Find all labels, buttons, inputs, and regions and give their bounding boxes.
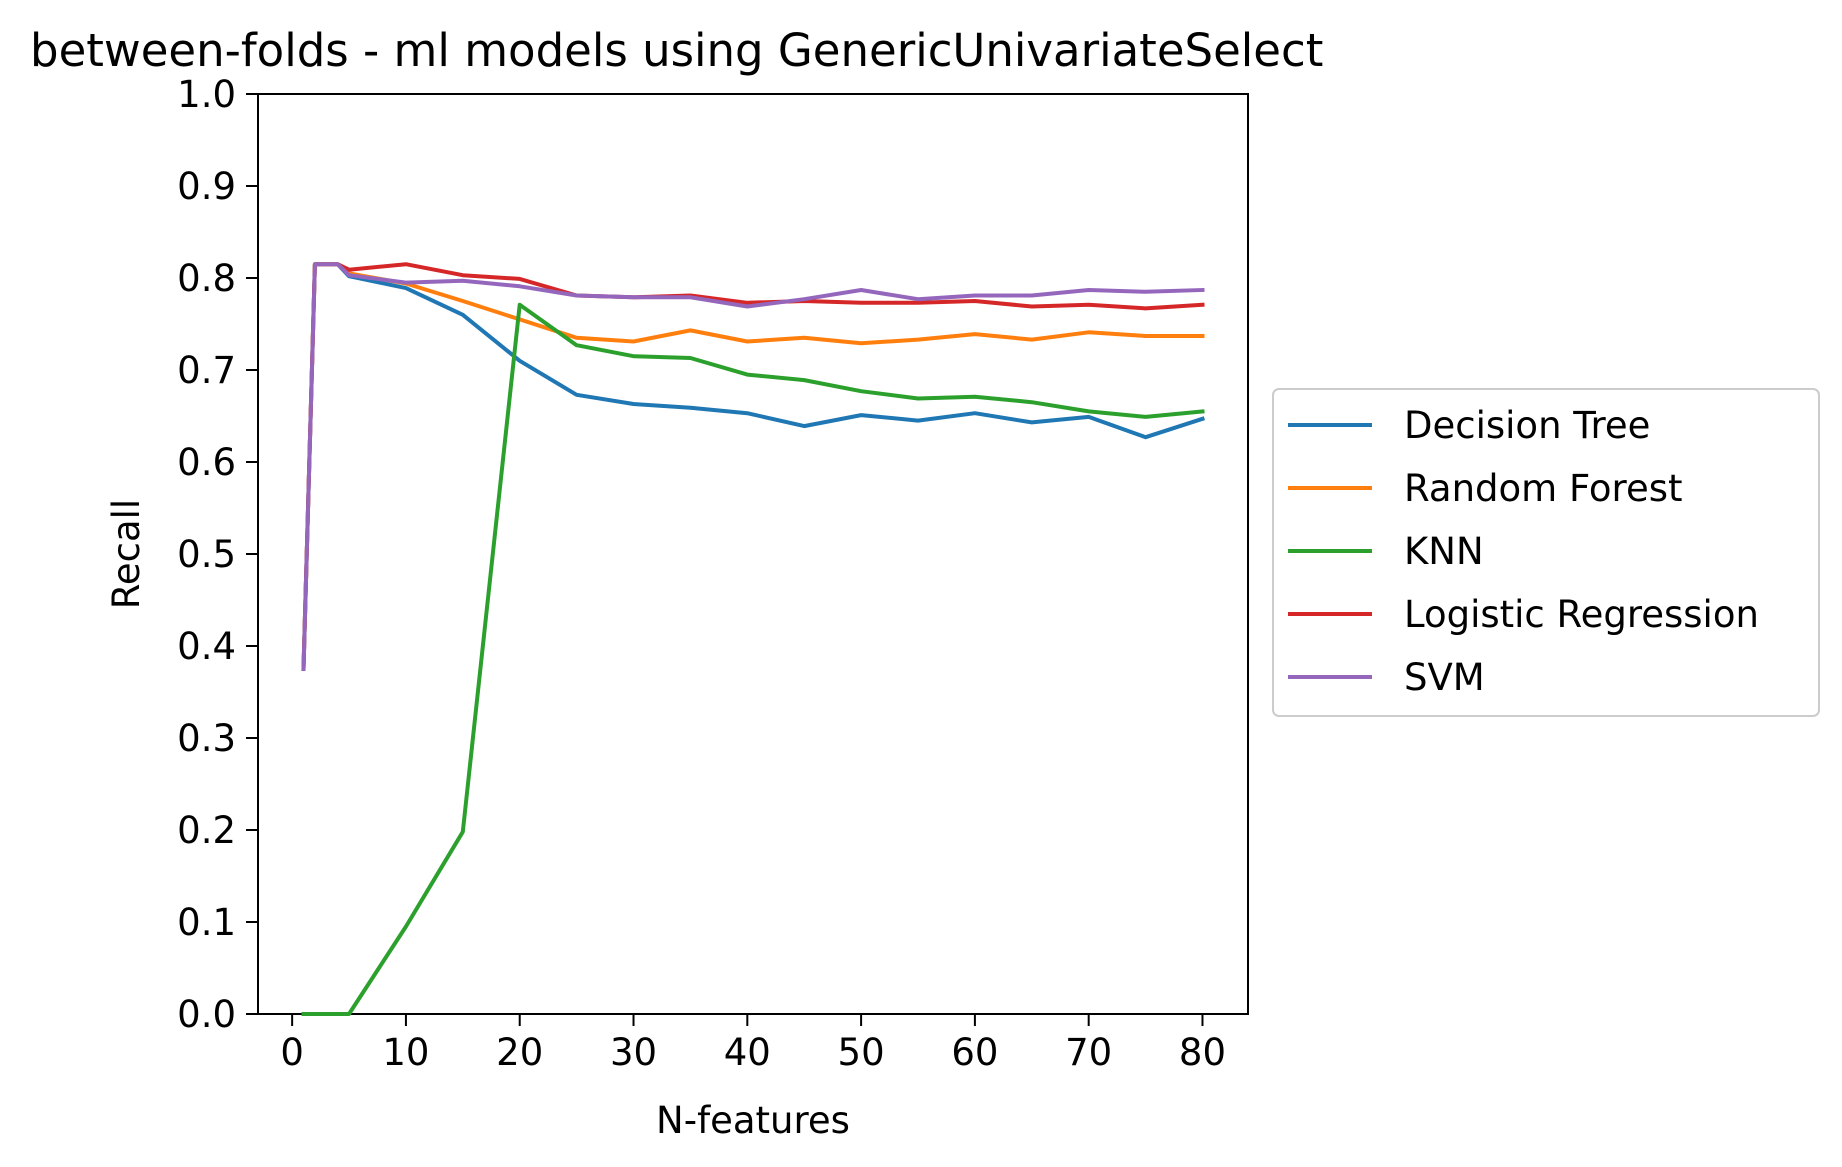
series-line-svm <box>301 262 1205 672</box>
legend: Decision Tree Random Forest KNN Logistic Re… <box>1272 388 1820 717</box>
plot-area: 0 10 20 30 40 50 60 70 80 0.00.10.20.30.40.50.60… <box>177 73 1249 1074</box>
y-tick-label: 1.0 <box>177 73 236 116</box>
x-tick-label: 50 <box>838 1031 885 1074</box>
y-tick-label: 0.1 <box>177 901 236 944</box>
y-axis-label: Recall <box>105 499 148 609</box>
plot-frame <box>257 93 1249 1015</box>
x-tick-label: 0 <box>280 1031 304 1074</box>
y-tick-label: 0.3 <box>177 717 236 760</box>
y-axis: 0.0 0.1 0.2 0.3 0.4 0.5 0.6 0.7 0.8 0.9 1.0 <box>177 73 258 1036</box>
y-tick-label: 0.8 <box>177 257 236 300</box>
x-tick-label: 30 <box>610 1031 657 1074</box>
x-tick-label: 70 <box>1065 1031 1112 1074</box>
legend-label-knn: KNN <box>1404 530 1484 573</box>
x-tick-label: 20 <box>496 1031 543 1074</box>
y-tick-label: 0.6 <box>177 441 236 484</box>
x-axis-label: N-features <box>656 1099 850 1142</box>
legend-label-logistic-regression: Logistic Regression <box>1404 593 1759 636</box>
x-tick-label: 60 <box>951 1031 998 1074</box>
legend-label-random-forest: Random Forest <box>1404 467 1683 510</box>
x-tick-label: 40 <box>724 1031 771 1074</box>
y-tick-label: 0.2 <box>177 809 236 852</box>
x-tick-label: 80 <box>1179 1031 1226 1074</box>
x-axis: 0 10 20 30 40 50 60 70 80 <box>280 1014 1226 1074</box>
x-tick-label: 10 <box>382 1031 429 1074</box>
y-tick-label: 0.0 <box>177 993 236 1036</box>
legend-label-decision-tree: Decision Tree <box>1404 404 1650 447</box>
y-tick-label: 0.7 <box>177 349 236 392</box>
legend-frame <box>1272 388 1820 717</box>
y-tick-label: 0.4 <box>177 625 236 668</box>
legend-label-svm: SVM <box>1404 656 1485 699</box>
series-line-knn <box>301 302 1205 1016</box>
series-lines <box>301 262 1206 1016</box>
y-tick-label: 0.5 <box>177 533 236 576</box>
y-tick-label: 0.9 <box>177 165 236 208</box>
chart-title: between-folds - ml models using GenericU… <box>30 24 1323 77</box>
